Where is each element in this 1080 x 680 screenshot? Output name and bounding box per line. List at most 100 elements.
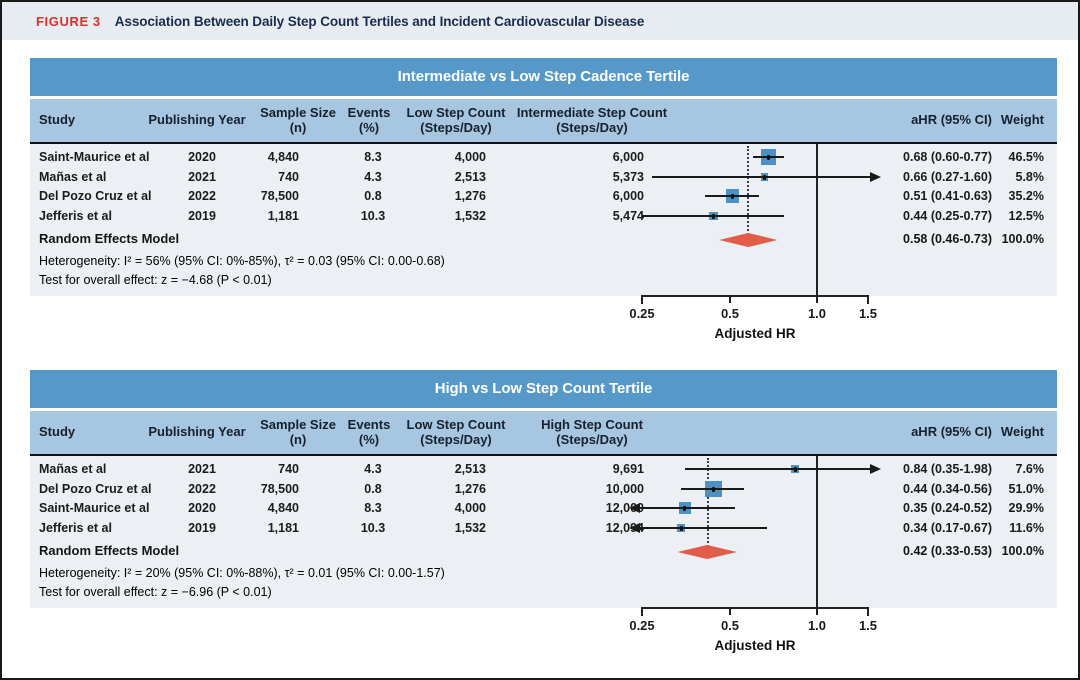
figure-header: FIGURE 3 Association Between Daily Step … — [2, 2, 1078, 40]
ahr-ci: 0.51 (0.41-0.63) — [903, 189, 992, 203]
pooled-dotted-line — [707, 458, 709, 550]
hr-axis-line — [642, 295, 869, 297]
weight: 35.2% — [1008, 189, 1044, 203]
col-header-6: aHR (95% CI) — [911, 112, 992, 127]
events-pct: 4.3 — [364, 170, 382, 184]
axis-tick-label: 0.5 — [720, 618, 740, 633]
col-header-3: Events (%) — [259, 417, 479, 447]
col-header-sub-5: (Steps/Day) — [556, 432, 628, 447]
sample-size: 1,181 — [267, 209, 299, 223]
forest-panel-1: Intermediate vs Low Step Cadence Tertile… — [30, 58, 1057, 350]
ci-arrow-right-icon — [870, 172, 881, 182]
col-header-2: Sample Size (n) — [188, 417, 408, 447]
effect-marker-dot — [712, 486, 716, 492]
ahr-ci: 0.68 (0.60-0.77) — [903, 150, 992, 164]
pooled-label: Random Effects Model — [39, 543, 180, 558]
publishing-year: 2019 — [188, 521, 216, 535]
overall-test-text: Test for overall effect: z = −4.68 (P < … — [39, 273, 272, 287]
column-header-bar: Study Publishing Year Sample Size (n) Events… — [30, 411, 1057, 454]
effect-marker-dot — [793, 466, 797, 472]
publishing-year: 2020 — [188, 501, 216, 515]
col-header-5: High Step Count (Steps/Day) — [482, 417, 702, 447]
col-header-4: Low Step Count (Steps/Day) — [346, 105, 566, 135]
comparison-step-count: 12,000 — [605, 501, 644, 515]
ci-arrow-left-icon — [629, 523, 640, 533]
panel-body — [30, 144, 1057, 296]
study-name: Saint-Maurice et al — [39, 150, 150, 164]
effect-marker-dot — [712, 213, 716, 219]
comparison-step-count: 10,000 — [605, 482, 644, 496]
weight: 51.0% — [1008, 482, 1044, 496]
publishing-year: 2021 — [188, 170, 216, 184]
publishing-year: 2022 — [188, 189, 216, 203]
effect-marker-dot — [766, 154, 770, 160]
sample-size: 740 — [278, 462, 299, 476]
weight: 7.6% — [1015, 462, 1045, 476]
ahr-ci: 0.44 (0.25-0.77) — [903, 209, 992, 223]
col-header-5: Intermediate Step Count (Steps/Day) — [482, 105, 702, 135]
low-step-count: 1,532 — [454, 521, 486, 535]
effect-marker-dot — [683, 505, 687, 511]
weight: 46.5% — [1008, 150, 1044, 164]
col-header-sub-3: (%) — [358, 120, 380, 135]
col-header-7: Weight — [1000, 112, 1044, 127]
col-header-0: Study — [39, 424, 76, 439]
sample-size: 1,181 — [267, 521, 299, 535]
study-name: Mañas et al — [39, 462, 107, 476]
study-name: Saint-Maurice et al — [39, 501, 150, 515]
figure-number-label: FIGURE 3 — [36, 13, 101, 29]
panel-title-bar: High vs Low Step Count Tertile — [30, 370, 1057, 408]
ci-line — [640, 527, 767, 529]
pooled-ahr-ci: 0.58 (0.46-0.73) — [903, 232, 992, 246]
col-header-sub-4: (Steps/Day) — [420, 432, 492, 447]
sample-size: 78,500 — [260, 482, 299, 496]
low-step-count: 4,000 — [454, 150, 486, 164]
pooled-weight: 100.0% — [1001, 232, 1044, 246]
column-header-bar: Study Publishing Year Sample Size (n) Events… — [30, 99, 1057, 142]
reference-line — [816, 144, 818, 297]
study-name: Mañas et al — [39, 170, 107, 184]
pooled-diamond — [719, 233, 778, 247]
reference-line — [816, 456, 818, 609]
publishing-year: 2020 — [188, 150, 216, 164]
low-step-count: 1,532 — [454, 209, 486, 223]
header-divider — [30, 454, 1057, 456]
header-divider — [30, 142, 1057, 144]
low-step-count: 1,276 — [454, 189, 486, 203]
effect-marker-dot — [763, 174, 767, 180]
pooled-dotted-line — [747, 146, 749, 238]
axis-tick-label: 1.0 — [807, 618, 827, 633]
axis-tick — [641, 607, 643, 616]
axis-tick — [867, 607, 869, 616]
axis-tick — [729, 295, 731, 303]
hr-axis-line — [642, 607, 869, 609]
axis-title: Adjusted HR — [714, 326, 796, 341]
ahr-ci: 0.44 (0.34-0.56) — [903, 482, 992, 496]
pooled-ahr-ci: 0.42 (0.33-0.53) — [903, 544, 992, 558]
ahr-ci: 0.66 (0.27-1.60) — [903, 170, 992, 184]
sample-size: 740 — [278, 170, 299, 184]
sample-size: 4,840 — [267, 501, 299, 515]
low-step-count: 2,513 — [454, 462, 486, 476]
col-header-4: Low Step Count (Steps/Day) — [346, 417, 566, 447]
forest-panel-2: High vs Low Step Count Tertile Study Publi… — [30, 370, 1057, 662]
col-header-1: Publishing Year — [148, 112, 246, 127]
axis-tick-label: 0.25 — [629, 618, 655, 633]
comparison-step-count: 9,691 — [612, 462, 644, 476]
pooled-label: Random Effects Model — [39, 231, 180, 246]
events-pct: 8.3 — [364, 501, 382, 515]
ci-line — [652, 176, 870, 178]
sample-size: 4,840 — [267, 150, 299, 164]
col-header-sub-3: (%) — [358, 432, 380, 447]
panel-body — [30, 456, 1057, 608]
col-header-3: Events (%) — [259, 105, 479, 135]
events-pct: 0.8 — [364, 189, 382, 203]
study-name: Del Pozo Cruz et al — [39, 189, 152, 203]
low-step-count: 1,276 — [454, 482, 486, 496]
axis-tick — [816, 607, 818, 615]
col-header-2: Sample Size (n) — [188, 105, 408, 135]
comparison-step-count: 12,094 — [605, 521, 644, 535]
ci-line — [640, 507, 735, 509]
effect-marker-dot — [679, 525, 683, 531]
